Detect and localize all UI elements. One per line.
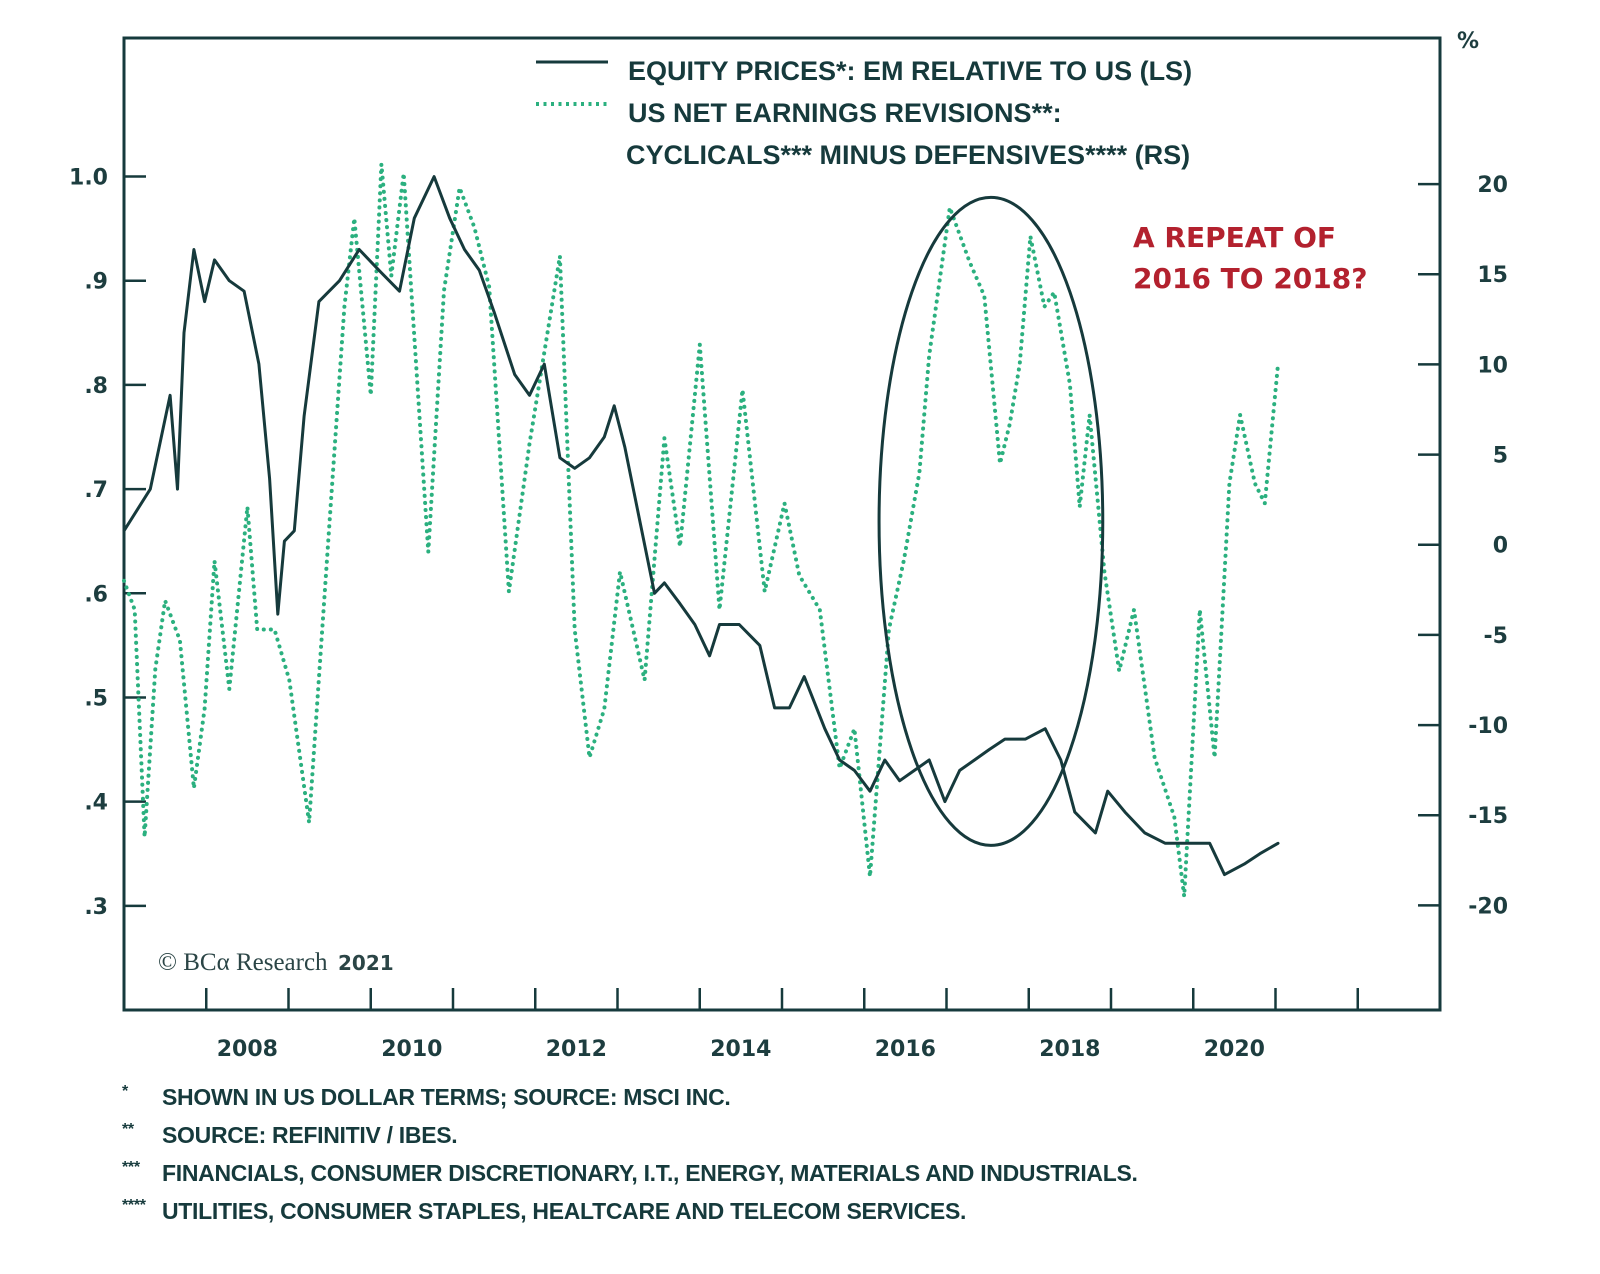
footnote-text: SOURCE: REFINITIV / IBES. [162, 1122, 458, 1148]
legend-label-revisions-line1: US NET EARNINGS REVISIONS**: [628, 98, 1062, 128]
y-right-tick-label: 10 [1477, 353, 1508, 378]
y-left-tick-label: .8 [84, 374, 108, 399]
footnote-text: SHOWN IN US DOLLAR TERMS; SOURCE: MSCI I… [162, 1084, 731, 1110]
footnote-mark: **** [122, 1197, 146, 1214]
y-right-tick-label: 0 [1493, 534, 1508, 559]
x-tick-label: 2012 [546, 1037, 607, 1062]
legend-label-revisions-line2: CYCLICALS*** MINUS DEFENSIVES**** (RS) [626, 140, 1190, 170]
x-tick-label: 2018 [1039, 1037, 1100, 1062]
legend-label-equity: EQUITY PRICES*: EM RELATIVE TO US (LS) [628, 56, 1192, 86]
y-right-tick-label: 15 [1477, 263, 1508, 288]
x-tick-label: 2014 [710, 1037, 771, 1062]
series-layer [122, 162, 1280, 899]
chart: 2008 2010 2012 2014 2016 2018 2020 1.0.9.8.7.6… [69, 29, 1508, 1062]
copyright-year: 2021 [338, 951, 394, 975]
copyright: © BCα Research 2021 [158, 949, 394, 976]
y-right-tick-label: 5 [1493, 444, 1508, 469]
annotation-layer [877, 195, 1105, 847]
series-line-em-relative-equity [122, 175, 1280, 877]
annotation-text-line1: A REPEAT OF [1133, 221, 1336, 254]
y-left-tick-label: .5 [84, 686, 108, 711]
y-right-tick-label: -15 [1468, 804, 1508, 829]
footnote-text: UTILITIES, CONSUMER STAPLES, HEALTCARE A… [162, 1198, 967, 1224]
y-left-tick-label: .4 [84, 791, 108, 816]
footnote-text: FINANCIALS, CONSUMER DISCRETIONARY, I.T.… [162, 1160, 1138, 1186]
footnote-mark: * [122, 1083, 128, 1100]
y-left-tick-label: .3 [84, 895, 108, 920]
annotation-text-line2: 2016 TO 2018? [1133, 262, 1368, 295]
x-axis: 2008 2010 2012 2014 2016 2018 2020 [205, 988, 1359, 1062]
copyright-text: © BCα Research [158, 949, 328, 976]
footnote: **** UTILITIES, CONSUMER STAPLES, HEALTC… [122, 1192, 1138, 1230]
footnote-mark: ** [122, 1121, 134, 1138]
y-right-tick-label: -20 [1468, 894, 1508, 919]
series-line-earnings-revisions [122, 162, 1280, 899]
footnote: * SHOWN IN US DOLLAR TERMS; SOURCE: MSCI… [122, 1078, 1138, 1116]
x-tick-label: 2020 [1204, 1037, 1265, 1062]
y-right-tick-label: -10 [1468, 714, 1508, 739]
right-y-axis: 20 15 10 5 0 -5 -10 -15 -20 [1418, 173, 1508, 919]
y-left-tick-label: 1.0 [69, 166, 108, 191]
right-axis-unit: % [1457, 29, 1479, 54]
y-right-tick-label: 20 [1477, 173, 1508, 198]
highlight-ellipse [877, 195, 1105, 847]
footnotes: * SHOWN IN US DOLLAR TERMS; SOURCE: MSCI… [122, 1078, 1138, 1230]
x-tick-label: 2016 [875, 1037, 936, 1062]
footnote-mark: *** [122, 1159, 140, 1176]
y-left-tick-label: .6 [84, 582, 108, 607]
legend: EQUITY PRICES*: EM RELATIVE TO US (LS) U… [536, 56, 1192, 170]
y-left-tick-label: .7 [84, 478, 108, 503]
x-tick-label: 2008 [217, 1037, 278, 1062]
footnote: ** SOURCE: REFINITIV / IBES. [122, 1116, 1138, 1154]
y-right-tick-label: -5 [1484, 624, 1508, 649]
y-left-tick-label: .9 [84, 270, 108, 295]
x-tick-label: 2010 [381, 1037, 442, 1062]
footnote: *** FINANCIALS, CONSUMER DISCRETIONARY, … [122, 1154, 1138, 1192]
left-y-axis: 1.0 .9 .8 .7 .6 .5 .4 .3 [69, 166, 146, 920]
